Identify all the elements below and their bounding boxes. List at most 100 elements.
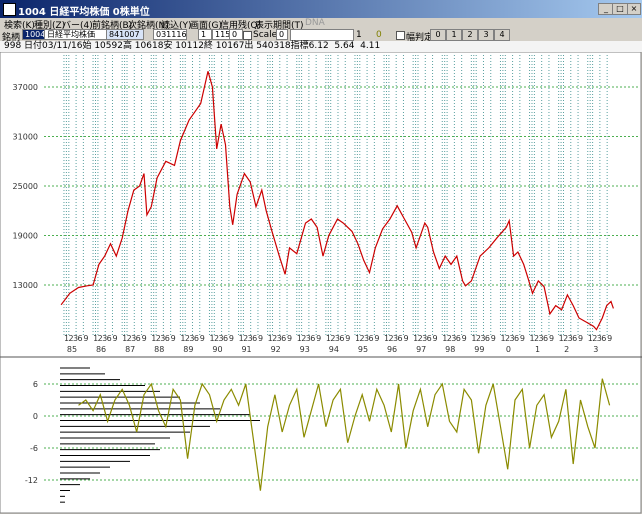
- month-label: 2: [98, 334, 103, 343]
- month-label: 6: [165, 334, 170, 343]
- menu-item[interactable]: 検索(K): [4, 21, 35, 31]
- menu-item[interactable]: 次銘柄(N): [128, 21, 169, 31]
- x-tick-label: 97: [416, 345, 426, 354]
- x-tick-label: 88: [154, 345, 164, 354]
- month-label: 6: [281, 334, 286, 343]
- scale-field[interactable]: 0: [276, 29, 288, 40]
- month-label: 2: [389, 334, 394, 343]
- month-label: 1: [239, 334, 244, 343]
- month-label: 6: [485, 334, 490, 343]
- month-label: 9: [316, 334, 321, 343]
- menu-item[interactable]: 読込(Y): [161, 21, 192, 31]
- menu-item[interactable]: DNA: [305, 18, 325, 28]
- scale-label: Scale: [253, 30, 278, 40]
- month-label: 9: [549, 334, 554, 343]
- month-label: 9: [462, 334, 467, 343]
- x-tick-label: 96: [387, 345, 397, 354]
- month-label: 1: [151, 334, 156, 343]
- month-label: 2: [185, 334, 190, 343]
- month-label: 3: [218, 334, 223, 343]
- month-label: 3: [364, 334, 369, 343]
- month-label: 9: [491, 334, 496, 343]
- toolbar-button[interactable]: 1: [446, 29, 462, 41]
- maximize-button[interactable]: □: [612, 3, 628, 15]
- month-label: 9: [142, 334, 147, 343]
- month-label: 1: [559, 334, 564, 343]
- month-label: 6: [223, 334, 228, 343]
- month-label: 2: [534, 334, 539, 343]
- range-label: 幅判定: [406, 33, 434, 43]
- start-field[interactable]: 841007: [106, 29, 144, 40]
- y-tick-label: 31000: [13, 133, 38, 142]
- month-label: 1: [355, 334, 360, 343]
- y-tick-label: 13000: [13, 281, 38, 290]
- y-tick-label: 0: [33, 412, 38, 421]
- month-label: 1: [209, 334, 214, 343]
- menu-item[interactable]: バー(4): [62, 21, 93, 31]
- field-3[interactable]: 0: [229, 29, 243, 40]
- month-label: 3: [277, 334, 282, 343]
- month-label: 9: [433, 334, 438, 343]
- month-label: 6: [368, 334, 373, 343]
- name-field[interactable]: 日経平均株価: [44, 29, 108, 40]
- toolbar-button[interactable]: 2: [462, 29, 478, 41]
- close-button[interactable]: ×: [627, 3, 641, 15]
- x-tick-label: 0: [506, 345, 511, 354]
- month-label: 9: [607, 334, 612, 343]
- month-label: 2: [272, 334, 277, 343]
- month-label: 1: [326, 334, 331, 343]
- month-label: 2: [563, 334, 568, 343]
- x-tick-label: 1: [535, 345, 540, 354]
- toolbar-button[interactable]: 3: [478, 29, 494, 41]
- month-label: 2: [243, 334, 248, 343]
- month-label: 2: [476, 334, 481, 343]
- month-label: 2: [418, 334, 423, 343]
- month-label: 2: [214, 334, 219, 343]
- menu-item[interactable]: 信用残(Q): [220, 21, 262, 31]
- month-label: 6: [543, 334, 548, 343]
- month-label: 3: [306, 334, 311, 343]
- month-label: 6: [107, 334, 112, 343]
- month-label: 1: [180, 334, 185, 343]
- field-1[interactable]: 1: [198, 29, 212, 40]
- x-tick-label: 98: [445, 345, 455, 354]
- position-value: 1: [356, 30, 362, 40]
- month-label: 1: [530, 334, 535, 343]
- month-label: 6: [77, 334, 82, 343]
- month-label: 6: [601, 334, 606, 343]
- toolbar-button[interactable]: 4: [494, 29, 510, 41]
- x-tick-label: 85: [67, 345, 77, 354]
- x-tick-label: 87: [125, 345, 135, 354]
- y-tick-label: -6: [30, 444, 38, 453]
- scale-checkbox[interactable]: [243, 31, 252, 40]
- series-line: [78, 378, 611, 491]
- toolbar-button[interactable]: 0: [430, 29, 446, 41]
- month-label: 9: [200, 334, 205, 343]
- month-label: 9: [258, 334, 263, 343]
- x-tick-label: 99: [474, 345, 484, 354]
- code-label: 銘柄: [2, 33, 21, 43]
- end-field[interactable]: 031116: [153, 29, 187, 40]
- chart-background: [0, 52, 642, 514]
- menu-item[interactable]: 前銘柄(B): [92, 21, 133, 31]
- range-checkbox[interactable]: [396, 31, 405, 40]
- month-label: 3: [509, 334, 514, 343]
- month-label: 2: [592, 334, 597, 343]
- scrollbar[interactable]: [290, 29, 354, 41]
- month-label: 6: [194, 334, 199, 343]
- month-label: 1: [588, 334, 593, 343]
- month-label: 3: [393, 334, 398, 343]
- month-label: 3: [189, 334, 194, 343]
- menu-item[interactable]: 表示期間(T): [255, 21, 304, 31]
- y-tick-label: 19000: [13, 232, 38, 241]
- toolbar: 銘柄 1004 日経平均株価 841007 031116 1 1150 0 Sc…: [0, 29, 642, 43]
- month-label: 9: [171, 334, 176, 343]
- month-label: 9: [112, 334, 117, 343]
- menu-item[interactable]: 画面(G): [190, 21, 222, 31]
- x-tick-label: 3: [593, 345, 598, 354]
- menu-item[interactable]: 種別(Z): [34, 21, 66, 31]
- month-label: 3: [131, 334, 136, 343]
- y-tick-label: 37000: [13, 83, 38, 92]
- month-label: 2: [301, 334, 306, 343]
